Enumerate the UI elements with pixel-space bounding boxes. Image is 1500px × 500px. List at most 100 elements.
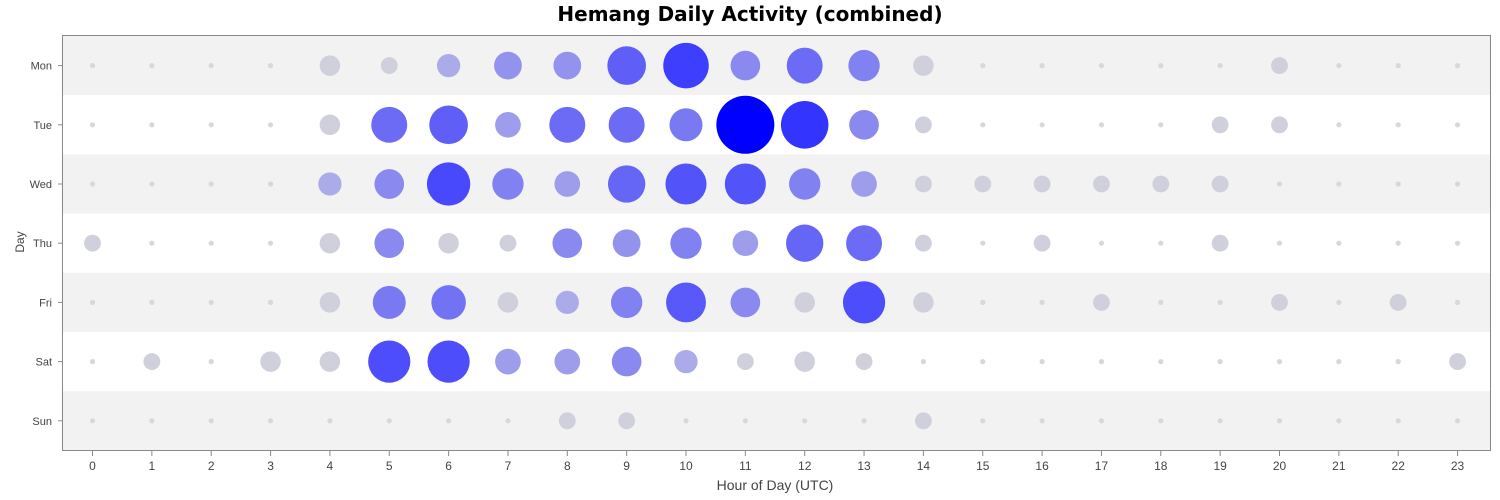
bubble-thu-h14 bbox=[914, 234, 932, 252]
bubble-sat-h15 bbox=[980, 359, 986, 365]
y-tick-label: Tue bbox=[33, 120, 52, 132]
bubble-thu-h23 bbox=[1454, 240, 1461, 246]
bubble-wed-h15 bbox=[974, 175, 992, 193]
bubble-sat-h13 bbox=[855, 353, 873, 371]
bubble-mon-h4 bbox=[319, 55, 341, 76]
bubble-wed-h7 bbox=[492, 168, 524, 200]
bubble-wed-h21 bbox=[1336, 181, 1342, 187]
bubble-thu-h5 bbox=[374, 228, 405, 259]
bubble-wed-h0 bbox=[89, 181, 96, 187]
x-tick-label: 9 bbox=[623, 459, 630, 473]
x-tick-label: 20 bbox=[1273, 459, 1287, 473]
bubble-tue-h5 bbox=[371, 106, 408, 143]
bubble-sun-h23 bbox=[1454, 418, 1461, 424]
x-tick-label: 23 bbox=[1451, 459, 1465, 473]
bubble-tue-h12 bbox=[780, 101, 829, 149]
bubble-wed-h16 bbox=[1033, 175, 1051, 193]
bubble-fri-h1 bbox=[149, 299, 155, 305]
bubble-tue-h8 bbox=[549, 106, 586, 143]
bubble-mon-h16 bbox=[1039, 63, 1045, 69]
bubble-fri-h23 bbox=[1454, 299, 1461, 305]
row-band-tue bbox=[63, 95, 1490, 155]
bubble-sat-h17 bbox=[1098, 359, 1105, 365]
bubble-sat-h14 bbox=[920, 359, 927, 365]
bubble-sun-h14 bbox=[914, 412, 932, 430]
bubble-tue-h9 bbox=[608, 106, 645, 143]
row-band-thu bbox=[63, 213, 1490, 273]
bubble-mon-h6 bbox=[436, 53, 461, 78]
bubble-mon-h10 bbox=[663, 42, 709, 89]
x-tick-label: 18 bbox=[1154, 459, 1168, 473]
bubble-fri-h8 bbox=[555, 290, 579, 315]
bubble-mon-h13 bbox=[848, 49, 880, 82]
bubble-sun-h5 bbox=[386, 418, 392, 424]
bubble-mon-h14 bbox=[913, 55, 934, 76]
bubble-tue-h6 bbox=[429, 105, 468, 145]
y-tick-label: Wed bbox=[30, 179, 52, 191]
bubble-sat-h2 bbox=[208, 359, 214, 365]
bubble-wed-h22 bbox=[1395, 181, 1401, 187]
bubble-mon-h7 bbox=[494, 51, 522, 80]
bubble-thu-h3 bbox=[267, 240, 274, 246]
x-tick-label: 12 bbox=[798, 459, 812, 473]
y-axis-label: Day bbox=[13, 231, 27, 252]
bubble-wed-h23 bbox=[1454, 181, 1461, 187]
bubble-sun-h18 bbox=[1158, 418, 1164, 424]
x-tick-label: 0 bbox=[89, 459, 96, 473]
bubble-fri-h4 bbox=[319, 292, 341, 313]
bubble-wed-h1 bbox=[149, 181, 155, 187]
x-tick-label: 19 bbox=[1213, 459, 1227, 473]
x-tick-label: 16 bbox=[1035, 459, 1049, 473]
x-tick-label: 15 bbox=[976, 459, 990, 473]
bubble-sun-h0 bbox=[89, 418, 96, 424]
bubble-fri-h15 bbox=[980, 299, 986, 305]
y-tick-label: Sat bbox=[35, 357, 52, 369]
bubble-sun-h13 bbox=[861, 418, 867, 424]
y-tick-label: Mon bbox=[31, 61, 52, 73]
bubble-fri-h17 bbox=[1093, 293, 1110, 311]
bubble-tue-h11 bbox=[716, 95, 775, 154]
bubble-sun-h3 bbox=[267, 418, 274, 424]
bubble-mon-h15 bbox=[980, 63, 986, 69]
x-tick-label: 7 bbox=[505, 459, 512, 473]
bubble-sun-h2 bbox=[208, 418, 214, 424]
bubble-fri-h22 bbox=[1389, 293, 1407, 311]
bubble-sat-h4 bbox=[319, 351, 341, 372]
row-band-fri bbox=[63, 272, 1490, 332]
bubble-thu-h20 bbox=[1276, 240, 1283, 246]
bubble-fri-h18 bbox=[1158, 299, 1164, 305]
bubble-thu-h1 bbox=[149, 240, 155, 246]
bubble-sat-h19 bbox=[1217, 359, 1223, 365]
chart-title: Hemang Daily Activity (combined) bbox=[557, 2, 942, 26]
y-tick-label: Fri bbox=[39, 297, 52, 309]
bubble-tue-h10 bbox=[669, 108, 703, 142]
bubble-fri-h0 bbox=[89, 299, 96, 305]
x-tick-label: 3 bbox=[267, 459, 274, 473]
bubble-tue-h0 bbox=[89, 122, 96, 128]
bubble-sat-h23 bbox=[1449, 353, 1466, 371]
y-axis-ticks: Mon Tue Wed Thu Fri Sat Sun bbox=[30, 61, 63, 428]
bubble-tue-h3 bbox=[267, 122, 274, 128]
x-axis-ticks: 0 1 2 3 4 5 6 7 8 9 10 11 12 13 14 15 16 17 18 19 20 21 22 23 bbox=[89, 451, 1465, 473]
bubble-wed-h4 bbox=[318, 172, 342, 196]
bubble-sat-h3 bbox=[260, 351, 281, 372]
x-tick-label: 10 bbox=[679, 459, 693, 473]
bubble-thu-h7 bbox=[499, 234, 517, 252]
row-band-sun bbox=[63, 391, 1490, 451]
bubble-fri-h2 bbox=[208, 299, 214, 305]
bubble-mon-h17 bbox=[1098, 63, 1105, 69]
bubble-fri-h14 bbox=[913, 292, 934, 313]
bubble-fri-h5 bbox=[372, 285, 406, 319]
bubble-sat-h21 bbox=[1336, 359, 1342, 365]
bubble-mon-h5 bbox=[380, 57, 398, 75]
bubble-mon-h22 bbox=[1395, 63, 1401, 69]
bubble-sat-h5 bbox=[368, 340, 411, 383]
bubble-fri-h20 bbox=[1271, 293, 1288, 311]
bubble-mon-h3 bbox=[267, 63, 274, 69]
bubble-wed-h2 bbox=[208, 181, 214, 187]
bubble-sat-h11 bbox=[736, 353, 754, 371]
bubble-thu-h22 bbox=[1395, 240, 1401, 246]
row-band-wed bbox=[63, 154, 1490, 214]
bubble-sun-h19 bbox=[1217, 418, 1223, 424]
